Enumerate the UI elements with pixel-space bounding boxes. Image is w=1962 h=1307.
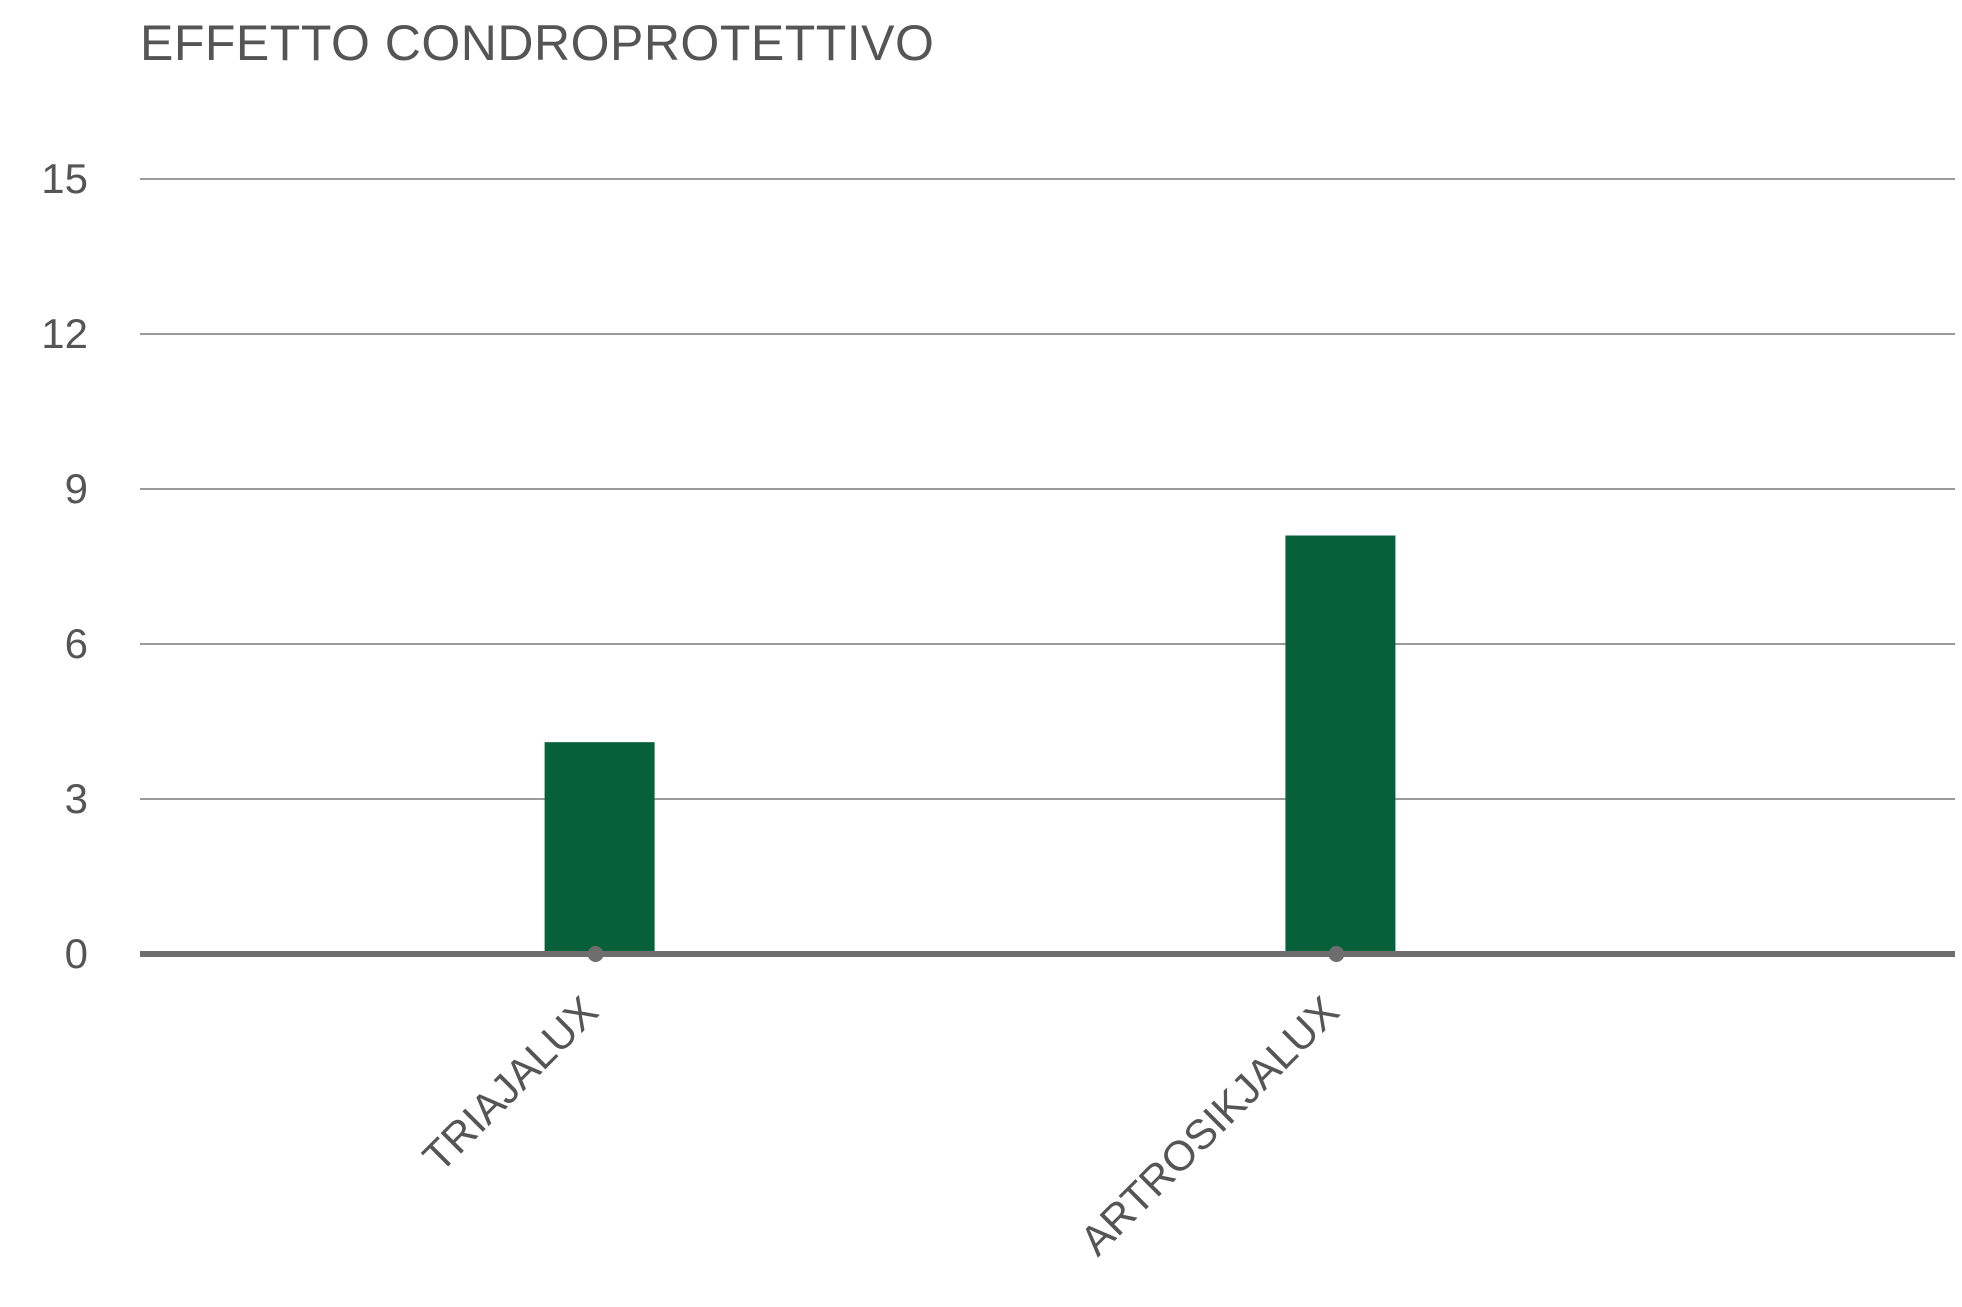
y-axis-ticks: 0 3 6 9 12 15	[41, 155, 88, 977]
x-axis	[140, 946, 1955, 962]
y-tick-label-3: 3	[65, 775, 88, 822]
x-tick-marker-triajalux	[587, 946, 604, 962]
y-tick-label-12: 12	[41, 310, 88, 357]
y-tick-label-6: 6	[65, 620, 88, 667]
grid-lines	[140, 178, 1955, 800]
bar-triajalux	[544, 742, 655, 954]
bar-artrosikjalux	[1285, 535, 1396, 954]
chart-title: EFFETTO CONDROPROTETTIVO	[140, 15, 935, 71]
y-tick-label-15: 15	[41, 155, 88, 202]
x-tick-label-triajalux: TRIAJALUX	[414, 987, 607, 1180]
y-tick-label-0: 0	[65, 930, 88, 977]
x-tick-label-artrosikjalux: ARTROSIKJALUX	[1071, 987, 1348, 1264]
x-tick-marker-artrosikjalux	[1328, 946, 1345, 962]
bars	[544, 535, 1396, 954]
x-axis-labels: TRIAJALUX ARTROSIKJALUX	[414, 987, 1348, 1264]
y-tick-label-9: 9	[65, 465, 88, 512]
